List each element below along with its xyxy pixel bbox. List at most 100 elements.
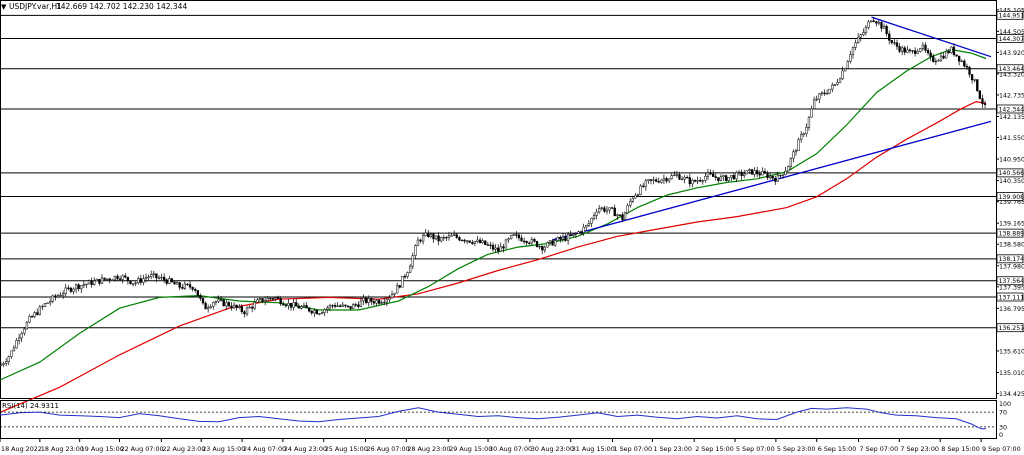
candle-body: [398, 285, 401, 288]
candle-body: [802, 133, 805, 135]
candle-body: [0, 364, 3, 366]
candle-body: [188, 284, 192, 288]
candle-body: [647, 179, 650, 182]
candle-body: [732, 175, 736, 180]
candle-body: [170, 278, 174, 283]
time-tick-label: 23 Aug 15:00: [202, 445, 245, 453]
candle-body: [297, 305, 300, 309]
candle-body: [129, 280, 132, 285]
candle-body: [613, 207, 616, 217]
candle-body: [476, 239, 479, 242]
candle-body: [41, 305, 44, 308]
candle-body: [396, 285, 399, 294]
candle-body: [543, 246, 546, 251]
candle-body: [585, 225, 588, 228]
candle-body: [144, 277, 148, 279]
candle-body: [134, 282, 137, 284]
candle-body: [818, 93, 821, 100]
candle-body: [771, 175, 774, 179]
candle-body: [478, 239, 482, 244]
candle-body: [222, 299, 225, 307]
candle-body: [696, 180, 699, 182]
candle-body: [781, 174, 785, 176]
time-tick-label: 29 Aug 15:00: [449, 445, 492, 453]
candle-body: [460, 239, 464, 242]
candle-body: [372, 301, 376, 304]
candle-body: [623, 212, 627, 220]
candle-body: [440, 237, 443, 242]
candle-body: [106, 278, 109, 280]
rsi-axis: 100 70 300: [999, 401, 1011, 439]
symbol-label: USDJPY.var,H1: [9, 2, 62, 11]
rsi-panel[interactable]: [0, 400, 997, 439]
candle-body: [921, 44, 925, 49]
time-tick-label: 1 Sep 23:00: [653, 445, 692, 453]
candle-body: [724, 175, 728, 181]
candle-body: [305, 305, 308, 308]
candle-body: [271, 298, 275, 300]
candle-body: [807, 116, 811, 128]
candle-body: [815, 98, 818, 101]
candle-body: [745, 170, 748, 175]
candle-body: [284, 304, 288, 307]
candle-body: [93, 280, 96, 286]
candle-body: [823, 92, 826, 94]
candle-body: [261, 297, 264, 303]
candle-body: [77, 284, 80, 290]
candle-body: [54, 295, 57, 298]
candle-body: [219, 299, 223, 301]
candle-body: [797, 139, 800, 152]
level-price-label: 144.951: [999, 13, 1024, 20]
candle-body: [960, 60, 963, 63]
candle-body: [85, 283, 88, 286]
candle-body: [711, 173, 715, 177]
candle-body: [629, 201, 632, 206]
candle-body: [38, 306, 41, 315]
candle-body: [51, 295, 54, 302]
candle-body: [533, 238, 536, 242]
candle-body: [445, 237, 448, 239]
candle-body: [432, 233, 435, 240]
dropdown-arrow-icon[interactable]: ▼: [1, 3, 7, 11]
candle-body: [538, 245, 541, 248]
time-tick-label: 8 Sep 15:00: [941, 445, 980, 453]
candle-body: [642, 185, 645, 188]
candle-body: [463, 239, 466, 242]
candle-body: [87, 280, 91, 285]
candle-body: [199, 295, 202, 299]
candle-body: [227, 302, 231, 307]
candle-body: [704, 176, 707, 181]
candle-body: [10, 350, 13, 358]
candle-body: [72, 288, 75, 292]
candle-body: [857, 36, 860, 44]
price-tick-label: 143.320: [999, 71, 1024, 78]
candle-body: [320, 312, 324, 314]
candle-body: [323, 309, 326, 313]
candle-body: [160, 276, 163, 279]
candle-body: [276, 297, 280, 299]
candle-body: [471, 242, 474, 244]
price-tick-label: 145.105: [999, 7, 1024, 14]
time-tick-label: 24 Aug 07:00: [243, 445, 286, 453]
candle-body: [644, 180, 647, 187]
candle-body: [701, 180, 704, 182]
candle-body: [841, 70, 844, 80]
candle-body: [64, 287, 67, 294]
candle-body: [183, 283, 187, 289]
candle-body: [761, 171, 764, 176]
candle-body: [957, 55, 961, 62]
time-tick-label: 26 Aug 07:00: [367, 445, 410, 453]
trendlines: [552, 16, 992, 241]
candle-body: [512, 234, 515, 236]
candle-body: [90, 280, 93, 286]
candle-body: [108, 278, 111, 281]
candle-body: [970, 74, 974, 81]
candle-body: [157, 277, 161, 279]
candle-body: [409, 265, 412, 273]
candle-body: [678, 174, 681, 180]
candle-body: [302, 305, 306, 308]
candle-body: [401, 275, 404, 288]
candle-body: [776, 174, 780, 182]
price-panel[interactable]: [0, 0, 997, 399]
